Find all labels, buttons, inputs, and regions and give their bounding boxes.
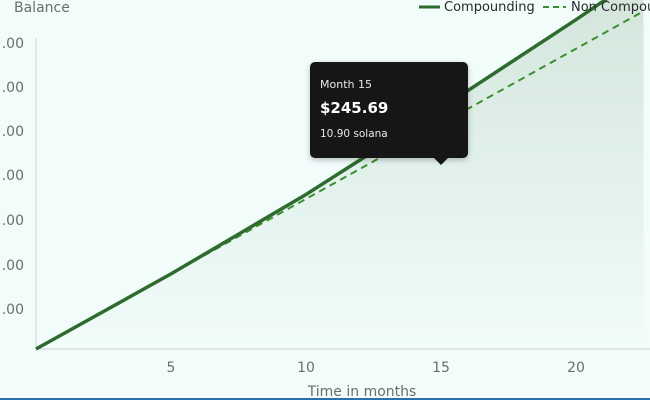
x-tick-label: 5 <box>167 360 176 376</box>
legend-item-non-compounding[interactable]: Non Compou <box>543 0 650 15</box>
tooltip-month: Month 15 <box>320 78 372 91</box>
tooltip-subvalue: 10.90 solana <box>320 128 388 140</box>
x-tick-label: 15 <box>432 360 450 376</box>
legend-label-compounding: Compounding <box>444 0 535 15</box>
y-tick-label: .00 <box>2 124 24 140</box>
x-tick-label: 10 <box>297 360 315 376</box>
x-axis-title: Time in months <box>307 384 417 400</box>
y-tick-label: .00 <box>2 36 24 52</box>
legend-label-non-compounding: Non Compou <box>571 0 650 15</box>
frame-bottom-border <box>0 398 650 400</box>
y-tick-labels: .00 .00 .00 .00 .00 .00 .00 <box>2 36 24 318</box>
tooltip-value: $245.69 <box>320 99 389 117</box>
legend: Compounding Non Compou <box>419 0 650 15</box>
y-tick-label: .00 <box>2 213 24 229</box>
y-axis-title: Balance <box>14 0 70 16</box>
legend-item-compounding[interactable]: Compounding <box>419 0 535 15</box>
x-tick-label: 20 <box>567 360 585 376</box>
y-tick-label: .00 <box>2 168 24 184</box>
x-tick-labels: 5 10 15 20 <box>167 360 585 376</box>
y-tick-label: .00 <box>2 80 24 96</box>
series-line-non-compounding[interactable] <box>35 10 644 350</box>
y-tick-label: .00 <box>2 258 24 274</box>
chart-tooltip: Month 15 $245.69 10.90 solana <box>310 62 468 165</box>
y-tick-label: .00 <box>2 302 24 318</box>
